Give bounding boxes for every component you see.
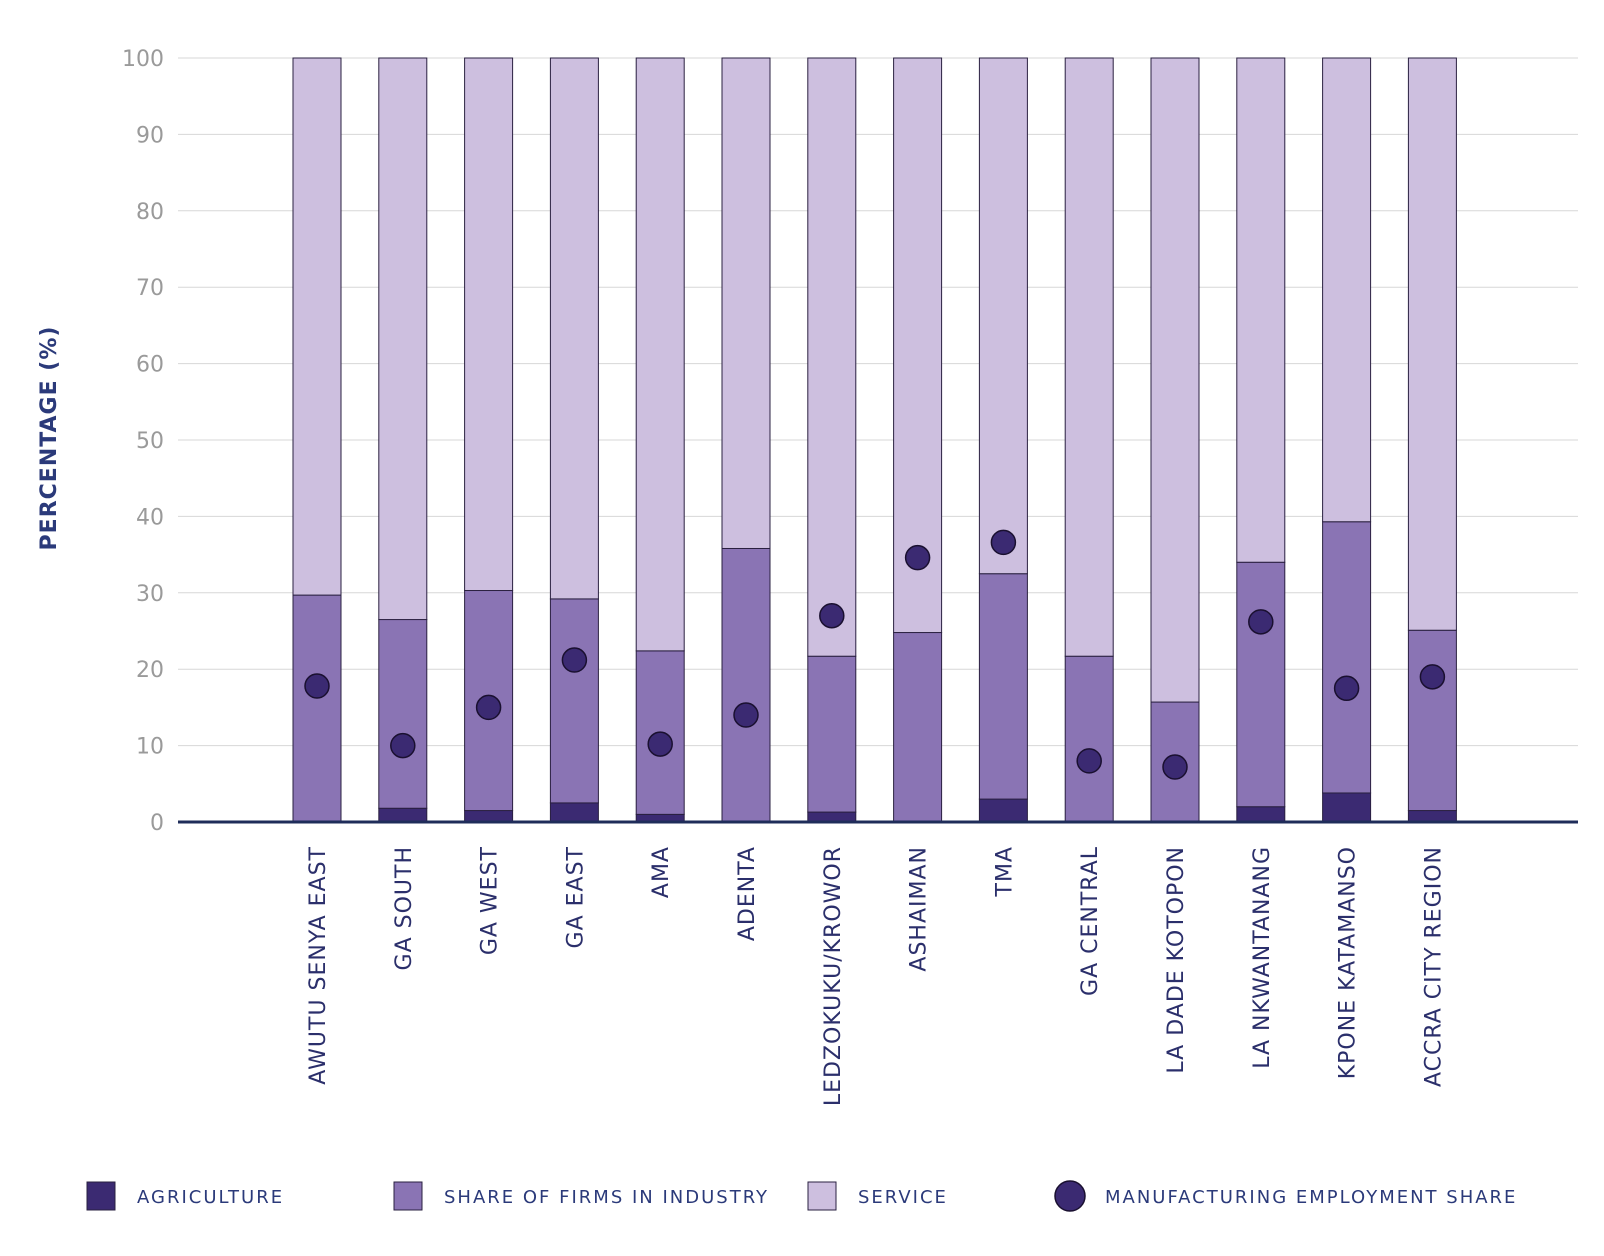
x-tick-label: LA DADE KOTOPON [1164, 846, 1189, 1074]
x-tick-label: TMA [992, 846, 1017, 897]
bar-segment [1150, 57, 1200, 703]
legend-label: AGRICULTURE [137, 1187, 284, 1208]
y-tick-label: 10 [136, 735, 164, 760]
bar-segment [464, 810, 514, 823]
bar-segment [1407, 629, 1457, 812]
x-tick-label: ADENTA [735, 846, 760, 941]
bar-segment [292, 594, 342, 823]
bar-segment [1322, 57, 1372, 523]
y-tick-label: 100 [122, 47, 164, 72]
bar-segment [807, 57, 857, 657]
legend-swatch [393, 1181, 423, 1211]
bar-segment [978, 57, 1028, 575]
legend-label: SHARE OF FIRMS IN INDUSTRY [444, 1187, 769, 1208]
bar-segment [978, 573, 1028, 800]
marker-point [819, 602, 845, 629]
bar-segment [1407, 810, 1457, 823]
legend-label: MANUFACTURING EMPLOYMENT SHARE [1105, 1187, 1517, 1208]
bar-segment [978, 798, 1028, 823]
bar-segment [378, 807, 428, 823]
y-tick-label: 90 [136, 123, 164, 148]
bar-segment [549, 802, 599, 823]
legend-marker [1054, 1180, 1086, 1212]
bar-segment [549, 598, 599, 804]
y-tick-label: 20 [136, 658, 164, 683]
legend: AGRICULTURE SHARE OF FIRMS IN INDUSTRY SER… [86, 1180, 1517, 1212]
bar-segment [1236, 57, 1286, 563]
marker-point [390, 732, 416, 759]
bar-segment [893, 57, 943, 634]
x-tick-label: AWUTU SENYA EAST [306, 846, 331, 1085]
y-tick-label: 70 [136, 276, 164, 301]
bar-segment [721, 547, 771, 823]
marker-point [475, 694, 502, 721]
bar-segment [549, 57, 599, 600]
y-axis-label: PERCENTAGE (%) [37, 326, 62, 551]
bar-segment [1407, 57, 1457, 631]
x-tick-label: GA CENTRAL [1078, 846, 1103, 996]
legend-swatch [807, 1181, 837, 1211]
x-tick-label: KPONE KATAMANSO [1336, 846, 1361, 1079]
x-tick-label: LEDZOKUKU/KROWOR [821, 846, 846, 1106]
y-tick-label: 40 [136, 505, 164, 530]
marker-point [990, 529, 1017, 556]
y-tick-label: 50 [136, 429, 164, 454]
bar-segment [807, 655, 857, 813]
x-tick-label: GA EAST [563, 846, 588, 948]
x-tick-label: ACCRA CITY REGION [1421, 846, 1446, 1087]
bar-segment [1064, 57, 1114, 657]
bars [292, 57, 1457, 823]
x-tick-label: AMA [649, 846, 674, 898]
bar-segment [1322, 521, 1372, 794]
bar-segment [464, 57, 514, 592]
bar-segment [378, 619, 428, 809]
bar-segment [1236, 561, 1286, 808]
markers [304, 529, 1446, 780]
marker-point [561, 647, 588, 673]
bar-segment [893, 632, 943, 823]
marker-point [1076, 748, 1102, 774]
legend-label: SERVICE [858, 1187, 948, 1208]
bar-segment [635, 57, 685, 652]
y-tick-label: 0 [150, 811, 164, 836]
x-tick-label: GA WEST [478, 846, 503, 955]
bar-segment [378, 57, 428, 621]
bar-segment [292, 57, 342, 596]
marker-point [1419, 664, 1446, 690]
marker-point [1162, 754, 1188, 780]
bar-segment [1236, 806, 1286, 823]
y-tick-label: 60 [136, 353, 164, 378]
bar-segment [1064, 655, 1114, 823]
x-tick-label: ASHAIMAN [907, 846, 932, 972]
marker-point [1333, 675, 1360, 702]
legend-swatch [86, 1181, 116, 1211]
bar-segment [1322, 792, 1372, 823]
marker-point [1248, 609, 1274, 635]
bar-segment [721, 57, 771, 549]
x-tick-label: LA NKWANTANANG [1250, 846, 1275, 1069]
marker-point [647, 731, 673, 757]
marker-point [904, 544, 931, 571]
y-tick-label: 80 [136, 200, 164, 225]
x-axis-ticks: AWUTU SENYA EAST GA SOUTH GA WEST GA EAST AM… [306, 846, 1446, 1106]
marker-point [733, 702, 759, 728]
y-tick-label: 30 [136, 582, 164, 607]
x-tick-label: GA SOUTH [392, 846, 417, 970]
marker-point [304, 673, 330, 699]
y-axis-ticks: 0 10 20 30 40 50 60 70 80 90 100 [122, 47, 164, 836]
